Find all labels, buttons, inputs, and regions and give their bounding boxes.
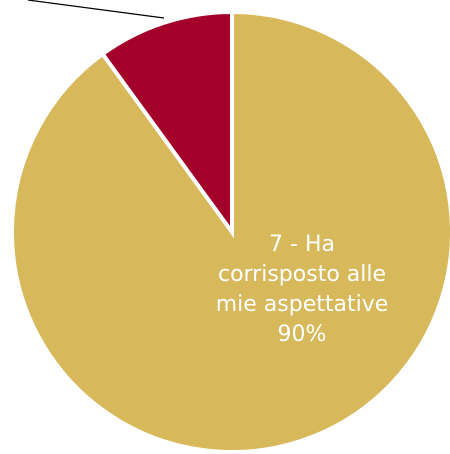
pie-slice-label-line: 7 - Ha <box>269 232 335 257</box>
pie-slice-label-0: 7 - Ha corrisposto alle mie aspettative 90% <box>216 232 389 347</box>
leader-line <box>27 0 165 19</box>
pie-slice-1 <box>99 9 234 239</box>
pie-slice-label-line: mie aspettative <box>216 292 389 317</box>
pie-slices <box>10 9 450 454</box>
pie-slice-label-line: 90% <box>278 322 327 347</box>
pie-slice-label-line: corrisposto alle <box>218 262 386 287</box>
pie-labels: 7 - Ha corrisposto alle mie aspettative 90% <box>216 232 389 347</box>
